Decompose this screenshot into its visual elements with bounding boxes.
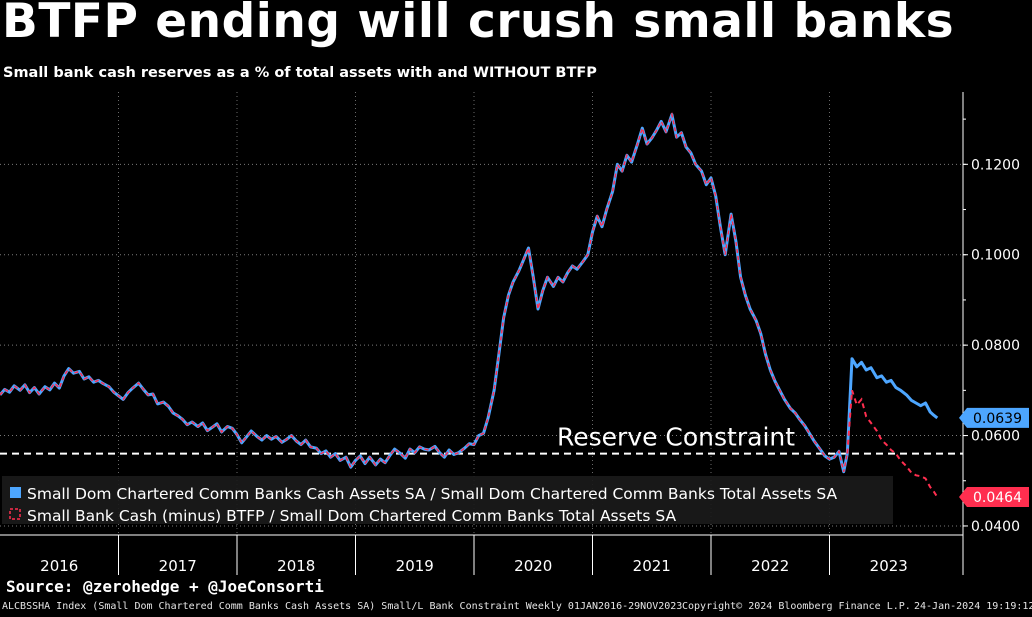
last-value-text-with-btfp: 0.0639 — [973, 411, 1022, 427]
last-value-badge-without-btfp — [959, 487, 1029, 508]
series-line-without-btfp — [846, 389, 939, 498]
x-tick-label: 2021 — [633, 557, 671, 575]
y-tick-label: 0.1200 — [971, 157, 1020, 173]
series-line-with-btfp — [0, 113, 939, 474]
legend-swatch-without-btfp — [9, 508, 21, 520]
series-layer — [0, 111, 939, 498]
x-tick-label: 2019 — [396, 557, 434, 575]
legend-label-without-btfp: Small Bank Cash (minus) BTFP / Small Dom… — [27, 507, 676, 525]
y-tick-label: 0.0400 — [971, 519, 1020, 535]
y-tick-label: 0.1000 — [971, 248, 1020, 264]
footer-copyright: Copyright© 2024 Bloomberg Finance L.P. — [682, 601, 911, 612]
grid-lines — [0, 92, 962, 535]
x-tick-label: 2018 — [277, 557, 315, 575]
last-value-labels: 0.0639 0.0464 — [959, 407, 1029, 508]
axes: 0.0400 0.0600 0.0800 0.1000 0.1200 2016 2017 20… — [0, 92, 1020, 575]
x-tick-label: 2020 — [514, 557, 552, 575]
legend-swatch-with-btfp — [10, 487, 21, 498]
last-value-text-without-btfp: 0.0464 — [973, 490, 1022, 506]
footer-description: ALCBSSHA Index (Small Dom Chartered Comm… — [2, 601, 683, 612]
legend-box — [2, 476, 893, 524]
chart-subtitle: Small bank cash reserves as a % of total… — [3, 65, 597, 81]
series-overlay-pre-btfp — [0, 111, 849, 472]
footer-timestamp: 24-Jan-2024 19:19:12 — [914, 601, 1032, 612]
legend: Small Dom Chartered Comm Banks Cash Asse… — [2, 476, 893, 525]
y-tick-label: 0.0600 — [971, 429, 1020, 445]
y-tick-label: 0.0800 — [971, 338, 1020, 354]
legend-label-with-btfp: Small Dom Chartered Comm Banks Cash Asse… — [27, 485, 837, 503]
chart-title: BTFP ending will crush small banks — [2, 0, 955, 49]
reserve-constraint-label: Reserve Constraint — [557, 423, 795, 452]
x-tick-label: 2017 — [159, 557, 197, 575]
source-credit: Source: @zerohedge + @JoeConsorti — [6, 577, 324, 596]
reserve-constraint: Reserve Constraint — [0, 423, 963, 455]
x-tick-label: 2016 — [40, 557, 78, 575]
last-value-badge-with-btfp — [959, 407, 1029, 428]
x-tick-label: 2023 — [870, 557, 908, 575]
x-tick-label: 2022 — [751, 557, 789, 575]
